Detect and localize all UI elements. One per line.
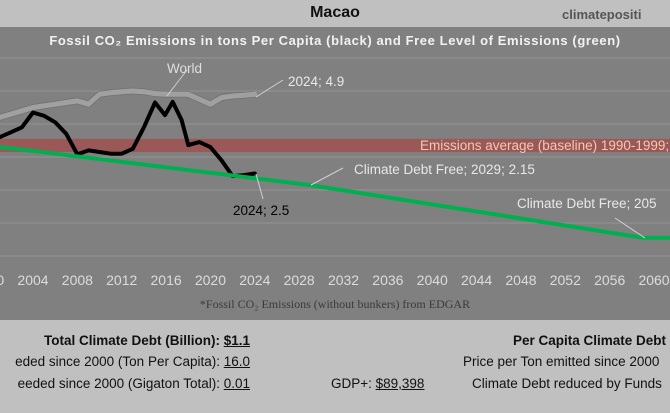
chart-subtitle: Fossil CO₂ Emissions in tons Per Capita …	[49, 33, 620, 48]
x-tick-label: 2036	[372, 272, 403, 288]
chart-country-title: Macao	[310, 4, 360, 21]
ton-per-capita-value: 16.0	[223, 354, 250, 369]
x-tick-label: 2032	[328, 272, 359, 288]
debt-reduced-label: Climate Debt reduced by Funds	[472, 376, 662, 391]
gigaton-total-row: eeded since 2000 (Gigaton Total): 0.01	[18, 376, 250, 391]
world-2024-label: 2024; 4.9	[288, 74, 344, 89]
brand-logo-text: climatepositi	[562, 7, 642, 22]
x-tick-label: 2008	[62, 272, 93, 288]
world-emissions-line	[0, 88, 258, 120]
x-tick-label: 2000	[0, 272, 4, 288]
world-2024-leader-line	[255, 79, 284, 98]
gdp-label: GDP+:	[331, 376, 376, 391]
ton-per-capita-label: eded since 2000 (Ton Per Capita):	[15, 354, 224, 369]
gdp-value: $89,398	[375, 376, 425, 391]
x-tick-label: 2020	[195, 272, 226, 288]
x-tick-label: 2040	[417, 272, 448, 288]
x-tick-label: 2052	[550, 272, 581, 288]
x-tick-label: 2016	[151, 272, 182, 288]
gdp-row: GDP+: $89,398	[331, 376, 424, 391]
debt-reduced-row: Climate Debt reduced by Funds	[472, 376, 662, 391]
title-bar: Macao climatepositi	[0, 0, 670, 27]
x-tick-label: 2024	[239, 272, 270, 288]
x-tick-label: 2060	[638, 272, 669, 288]
country-2024-label: 2024; 2.5	[233, 203, 289, 218]
free-emissions-line	[0, 144, 670, 240]
debt-free-2029-leader-line	[310, 167, 344, 186]
per-capita-climate-debt-label: Per Capita Climate Debt	[513, 333, 667, 348]
country-2024-leader-line	[255, 173, 264, 200]
price-per-ton-row: Price per Ton emitted since 2000	[463, 354, 659, 369]
x-tick-label: 2056	[594, 272, 625, 288]
x-tick-label: 2048	[505, 272, 536, 288]
emissions-chart: Fossil CO₂ Emissions in tons Per Capita …	[0, 27, 670, 320]
x-tick-label: 2012	[106, 272, 137, 288]
world-label: World	[167, 61, 202, 76]
baseline-band	[0, 138, 670, 153]
x-tick-label: 2004	[17, 272, 48, 288]
gigaton-total-label: eeded since 2000 (Gigaton Total):	[17, 376, 224, 391]
debt-free-later-leader-line	[614, 217, 646, 239]
world-leader-line	[166, 69, 188, 97]
total-climate-debt-value: $1.1	[223, 333, 250, 348]
total-climate-debt-label: Total Climate Debt (Billion):	[43, 333, 224, 348]
gigaton-total-value: 0.01	[223, 376, 250, 391]
baseline-label: Emissions average (baseline) 1990-1999; …	[420, 138, 670, 153]
chart-svg: Fossil CO₂ Emissions in tons Per Capita …	[0, 33, 670, 311]
per-capita-climate-debt-row: Per Capita Climate Debt	[513, 333, 666, 348]
country-emissions-line	[0, 99, 257, 179]
summary-panel: Total Climate Debt (Billion): $1.1 eded …	[0, 320, 670, 413]
x-tick-label: 2044	[461, 272, 492, 288]
debt-free-later-label: Climate Debt Free; 205	[517, 196, 657, 211]
footnote: *Fossil CO₂ Emissions (without bunkers) …	[200, 297, 470, 311]
price-per-ton-label: Price per Ton emitted since 2000	[463, 354, 660, 369]
ton-per-capita-row: eded since 2000 (Ton Per Capita): 16.0	[15, 354, 250, 369]
debt-free-2029-label: Climate Debt Free; 2029; 2.15	[354, 162, 535, 177]
total-climate-debt-row: Total Climate Debt (Billion): $1.1	[44, 333, 250, 348]
x-tick-label: 2028	[284, 272, 315, 288]
